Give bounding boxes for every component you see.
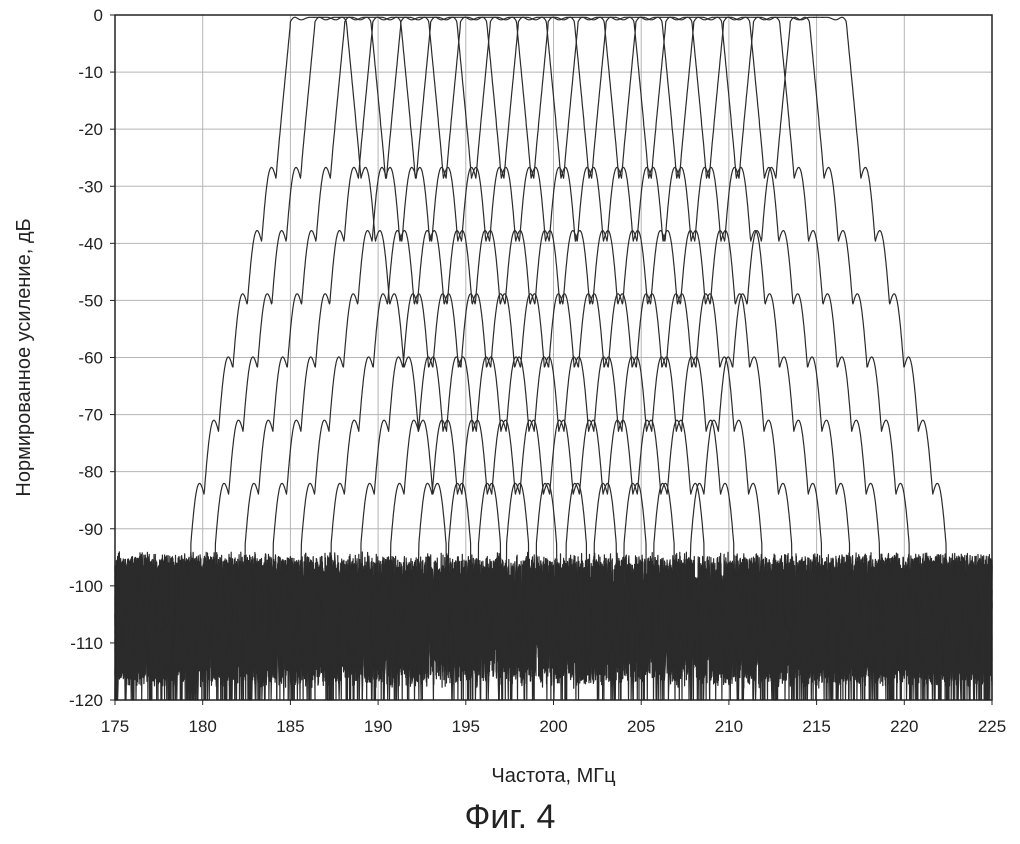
y-tick-label: -100	[69, 577, 103, 596]
y-tick-label: -70	[78, 406, 103, 425]
y-tick-label: -10	[78, 63, 103, 82]
x-tick-label: 225	[978, 717, 1006, 736]
x-tick-label: 190	[364, 717, 392, 736]
x-tick-label: 180	[189, 717, 217, 736]
chart: 175 180 185 190 195 200 205 210 215 220 225 0 -10 -2…	[0, 0, 1020, 800]
x-axis-label: Частота, МГц	[491, 765, 615, 787]
x-tick-label: 215	[802, 717, 830, 736]
y-axis-ticks: 0 -10 -20 -30 -40 -50 -60 -70 -80 -90 -100 -110 -120	[69, 6, 115, 710]
x-tick-label: 220	[890, 717, 918, 736]
y-tick-label: -30	[78, 177, 103, 196]
y-tick-label: -50	[78, 291, 103, 310]
y-tick-label: -120	[69, 691, 103, 710]
y-tick-label: -90	[78, 520, 103, 539]
y-axis-label: Нормированное усиление, дБ	[13, 218, 35, 496]
x-tick-label: 205	[627, 717, 655, 736]
x-tick-label: 210	[715, 717, 743, 736]
y-tick-label: -40	[78, 234, 103, 253]
y-tick-label: -110	[70, 634, 103, 653]
x-tick-label: 200	[539, 717, 567, 736]
x-axis-ticks: 175 180 185 190 195 200 205 210 215 220 225	[101, 700, 1006, 736]
y-tick-label: 0	[94, 6, 103, 25]
x-tick-label: 175	[101, 717, 129, 736]
figure-caption: Фиг. 4	[0, 798, 1020, 837]
x-tick-label: 195	[452, 717, 480, 736]
x-tick-label: 185	[276, 717, 304, 736]
y-tick-label: -20	[78, 120, 103, 139]
y-tick-label: -60	[78, 349, 103, 368]
y-tick-label: -80	[78, 463, 103, 482]
